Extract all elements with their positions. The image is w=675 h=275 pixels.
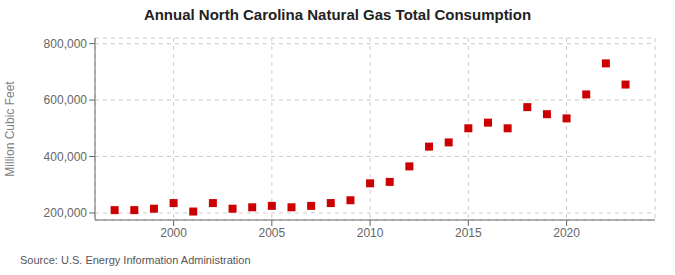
svg-text:2015: 2015 [455, 226, 482, 240]
svg-text:2005: 2005 [258, 226, 285, 240]
svg-text:2010: 2010 [357, 226, 384, 240]
html-text:Source: U.S. Energy Informatio: Source: U.S. Energy Information Administ… [20, 254, 251, 266]
svg-text:400,000: 400,000 [44, 150, 88, 164]
html-text:Annual North Carolina Natural: Annual North Carolina Natural Gas Total … [143, 6, 532, 23]
svg-text:2020: 2020 [553, 226, 580, 240]
svg-text:2000: 2000 [160, 226, 187, 240]
svg-text:800,000: 800,000 [44, 37, 88, 51]
svg-text:Million Cubic Feet: Million Cubic Feet [3, 81, 17, 177]
svg-text:600,000: 600,000 [44, 93, 88, 107]
svg-text:200,000: 200,000 [44, 206, 88, 220]
